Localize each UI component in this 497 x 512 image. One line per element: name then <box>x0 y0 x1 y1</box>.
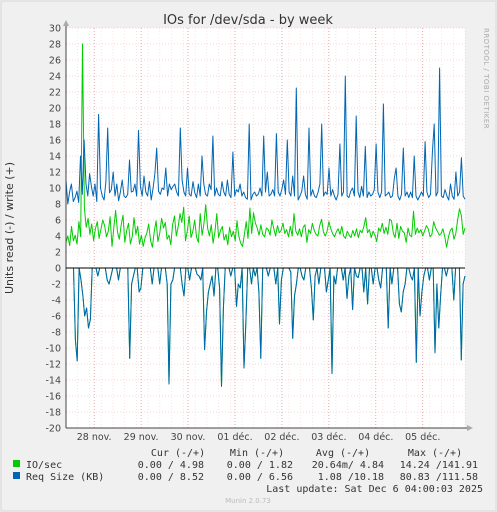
y-axis-label: Units read (-) / write (+) <box>3 162 16 294</box>
y-tick-label: -14 <box>45 376 61 387</box>
legend-header: Avg (-/+) <box>316 448 370 459</box>
y-tick-label: -8 <box>52 328 61 339</box>
x-tick-label: 29 nov. <box>124 432 159 443</box>
y-tick-label: -6 <box>52 312 61 323</box>
y-tick-label: -2 <box>52 280 61 291</box>
legend-value-max: 80.83 /111.58 <box>400 472 478 483</box>
x-axis-arrow-icon <box>467 425 473 431</box>
y-tick-label: 10 <box>49 184 61 195</box>
y-tick-label: 6 <box>55 216 61 227</box>
y-tick-label: 26 <box>49 56 61 67</box>
x-tick-label: 03 déc. <box>311 432 346 443</box>
legend-value-min: 0.00 / 6.56 <box>227 472 293 483</box>
chart-title: IOs for /dev/sda - by week <box>163 13 333 28</box>
legend-header: Min (-/+) <box>230 448 284 459</box>
y-tick-label: 16 <box>49 136 61 147</box>
legend-value-max: 14.24 /141.91 <box>400 460 478 471</box>
y-tick-label: -16 <box>45 392 61 403</box>
y-tick-label: 30 <box>49 24 61 35</box>
legend-value-avg: 1.08 /10.18 <box>318 472 384 483</box>
y-tick-label: -20 <box>45 424 61 435</box>
x-tick-label: 30 nov. <box>171 432 206 443</box>
y-tick-label: -18 <box>45 408 61 419</box>
legend-swatch <box>13 460 20 467</box>
y-tick-label: 2 <box>55 248 61 259</box>
series-io-sec-write-line <box>65 43 466 248</box>
munin-version: Munin 2.0.73 <box>225 497 271 505</box>
y-tick-label: 0 <box>55 264 61 275</box>
y-tick-label: 22 <box>49 88 61 99</box>
y-tick-label: 18 <box>49 120 61 131</box>
y-tick-label: -4 <box>52 296 61 307</box>
y-tick-label: -10 <box>45 344 61 355</box>
y-tick-label: 4 <box>55 232 61 243</box>
y-tick-label: 14 <box>49 152 61 163</box>
last-update: Last update: Sat Dec 6 04:00:03 2025 <box>266 484 483 495</box>
y-axis-arrow-icon <box>63 20 69 26</box>
legend-value-cur: 0.00 / 4.98 <box>138 460 204 471</box>
y-tick-label: 24 <box>49 72 61 83</box>
legend-series-name: Req Size (KB) <box>26 472 104 483</box>
series-req-size-write-line <box>65 67 466 205</box>
legend-swatch <box>13 472 20 479</box>
legend-value-avg: 20.64m/ 4.84 <box>312 460 384 471</box>
x-tick-label: 05 déc. <box>405 432 440 443</box>
legend-value-min: 0.00 / 1.82 <box>227 460 293 471</box>
y-tick-label: -12 <box>45 360 61 371</box>
legend-series-name: IO/sec <box>26 460 62 471</box>
legend-header: Cur (-/+) <box>151 448 205 459</box>
legend-value-cur: 0.00 / 8.52 <box>138 472 204 483</box>
x-tick-label: 04 déc. <box>358 432 393 443</box>
y-tick-label: 8 <box>55 200 61 211</box>
x-tick-label: 28 nov. <box>77 432 112 443</box>
x-tick-label: 01 déc. <box>217 432 252 443</box>
y-tick-label: 28 <box>49 40 61 51</box>
y-tick-label: 20 <box>49 104 61 115</box>
rrdtool-watermark: RRDTOOL / TOBI OETIKER <box>482 28 490 129</box>
x-tick-label: 02 déc. <box>264 432 299 443</box>
legend-header: Max (-/+) <box>408 448 462 459</box>
y-tick-label: 12 <box>49 168 61 179</box>
